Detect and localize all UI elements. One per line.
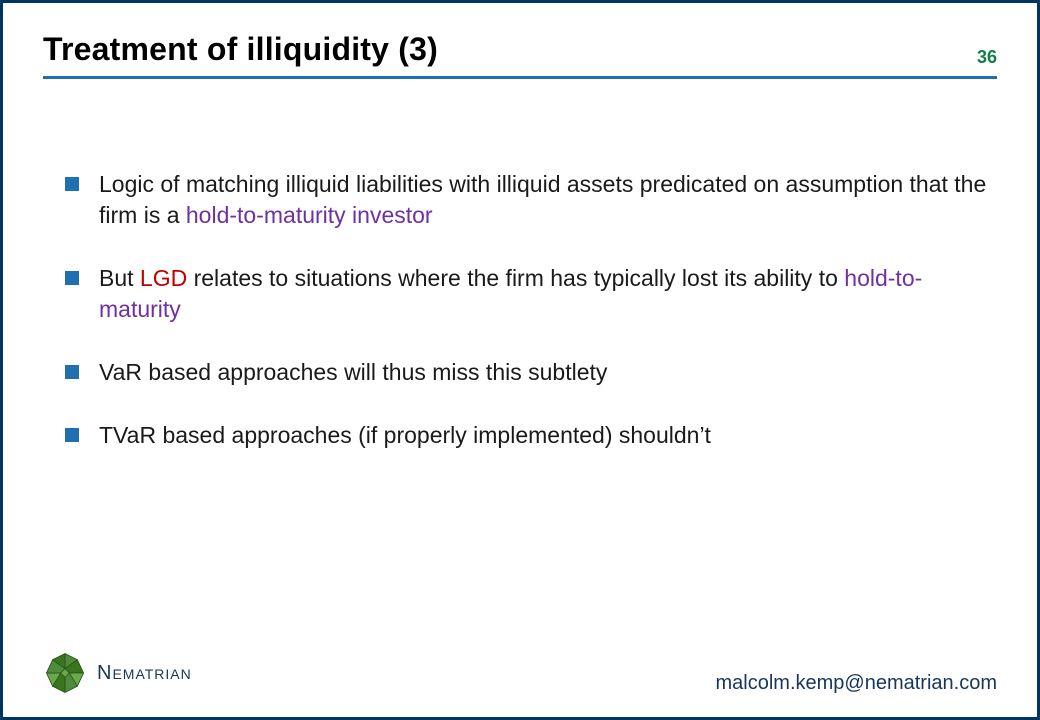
bullet-text: VaR based approaches will thus miss this… [99,357,987,388]
bullet-text: Logic of matching illiquid liabilities w… [99,169,987,231]
bullet-text: TVaR based approaches (if properly imple… [99,420,987,451]
brand-name: Nematrian [97,662,192,685]
bullet-text: But LGD relates to situations where the … [99,263,987,325]
bullet-item: Logic of matching illiquid liabilities w… [65,169,987,231]
text-segment: relates to situations where the firm has… [187,265,844,291]
square-bullet-icon [65,428,79,442]
text-segment: LGD [140,265,187,291]
bullet-item: VaR based approaches will thus miss this… [65,357,987,388]
bullet-item: But LGD relates to situations where the … [65,263,987,325]
square-bullet-icon [65,365,79,379]
text-segment: hold-to-maturity investor [186,202,433,228]
slide-header: Treatment of illiquidity (3) 36 [43,31,997,79]
text-segment: But [99,265,140,291]
slide-body: Logic of matching illiquid liabilities w… [43,169,997,451]
slide-title: Treatment of illiquidity (3) [43,31,438,68]
brand-logo-icon [43,651,87,695]
bullet-item: TVaR based approaches (if properly imple… [65,420,987,451]
square-bullet-icon [65,271,79,285]
page-number: 36 [977,47,997,68]
slide-footer: Nematrian malcolm.kemp@nematrian.com [43,651,997,695]
text-segment: VaR based approaches will thus miss this… [99,359,607,385]
slide-container: Treatment of illiquidity (3) 36 Logic of… [0,0,1040,720]
text-segment: TVaR based approaches (if properly imple… [99,422,711,448]
square-bullet-icon [65,177,79,191]
brand-block: Nematrian [43,651,192,695]
contact-email: malcolm.kemp@nematrian.com [716,672,998,695]
